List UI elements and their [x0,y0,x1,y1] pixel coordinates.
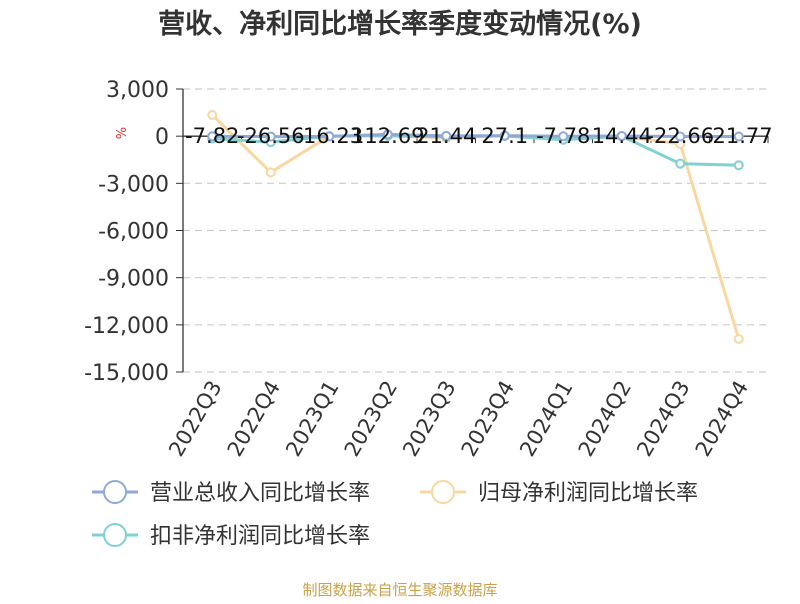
y-tick-label: -12,000 [84,314,169,339]
x-tick-label: 2024Q4 [691,377,753,461]
data-point [265,131,276,142]
data-point [733,160,744,171]
data-point [558,131,569,142]
x-tick-label: 2023Q4 [457,377,519,461]
source-note: 制图数据来自恒生聚源数据库 [302,581,497,599]
legend-marker [431,480,455,504]
x-tick-label: 2023Q1 [281,377,343,461]
chart-title: 营收、净利同比增长率季度变动情况(%) [158,8,642,40]
x-tick-label: 2022Q3 [164,377,226,461]
legend-item: 扣非净利润同比增长率 [92,523,370,549]
x-tick-label: 2024Q3 [632,377,694,461]
data-point [324,131,335,142]
data-point [207,131,218,142]
data-label: -7.82 [185,124,239,148]
series-lines [207,109,744,344]
data-label: -26.56 [237,124,305,148]
data-point [675,131,686,142]
data-point [733,131,744,142]
data-point [382,129,393,140]
series-line [211,113,741,340]
data-point [499,130,510,141]
data-label: 14.44 [592,124,652,148]
data-label: 112.69 [351,124,424,148]
grid-lines [183,88,768,373]
legend-label: 营业总收入同比增长率 [150,481,370,506]
legend-label: 扣非净利润同比增长率 [150,524,370,549]
data-label: -16.23 [295,124,363,148]
data-point [265,167,276,178]
y-tick-label: 0 [155,125,169,150]
series-line [212,132,739,139]
legend-label: 归母净利润同比增长率 [478,481,698,506]
legend-marker [103,523,127,547]
legend-item: 营业总收入同比增长率 [92,480,370,506]
y-tick-label: -9,000 [98,267,169,292]
data-label: -7.78 [536,124,590,148]
y-tick-label: -3,000 [98,172,169,197]
x-tick-label: 2023Q3 [398,377,460,461]
y-tick-label: 3,000 [106,78,169,103]
y-axis-unit: % [115,127,130,139]
data-label: -22.66 [646,124,714,148]
legend-marker [103,480,127,504]
data-point [675,158,686,169]
y-tick-label: -15,000 [84,361,169,386]
x-tick-label: 2024Q2 [574,377,636,461]
data-point [207,109,218,120]
data-point [441,130,452,141]
data-label: 27.1 [481,124,528,148]
data-label: -21.77 [705,124,773,148]
data-point [733,333,744,344]
x-tick-label: 2024Q1 [515,377,577,461]
x-tick-label: 2023Q2 [340,377,402,461]
data-point [616,130,627,141]
y-tick-label: -6,000 [98,220,169,245]
data-label: 21.44 [416,124,476,148]
legend-item: 归母净利润同比增长率 [420,480,698,506]
x-tick-label: 2022Q4 [223,377,285,461]
